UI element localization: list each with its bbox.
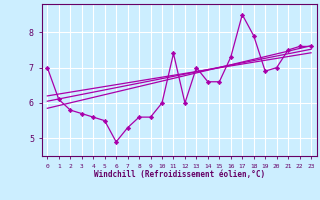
X-axis label: Windchill (Refroidissement éolien,°C): Windchill (Refroidissement éolien,°C) (94, 170, 265, 179)
